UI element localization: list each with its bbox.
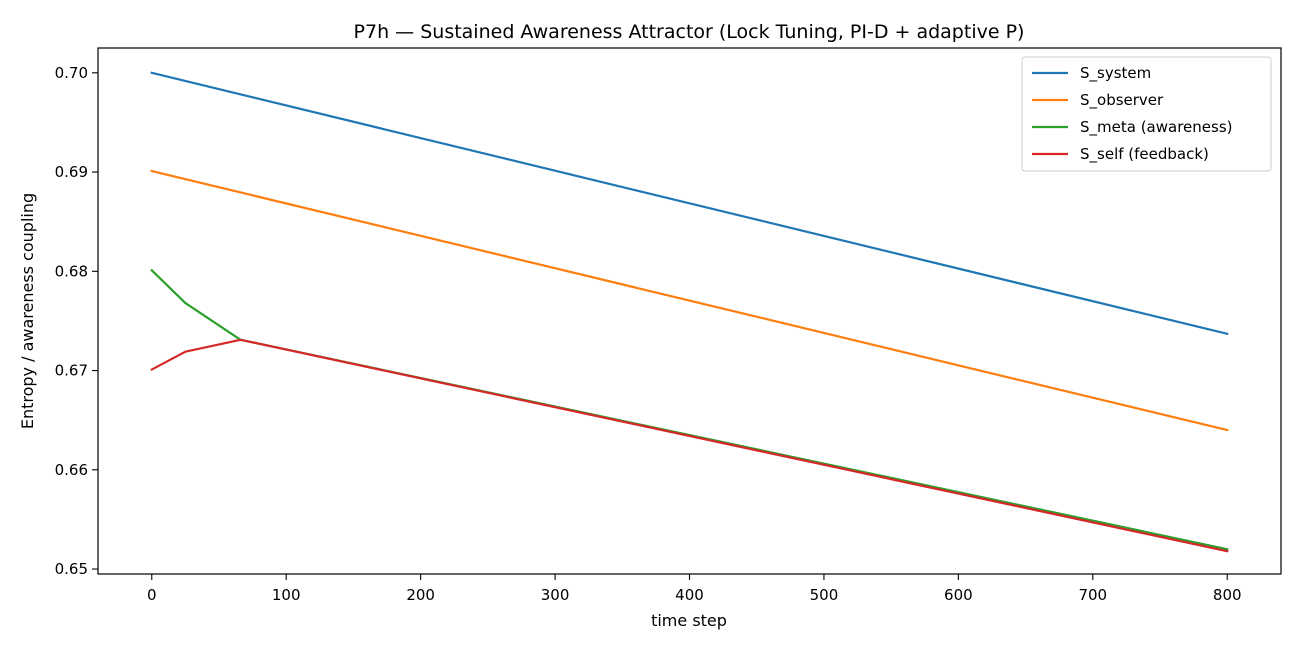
legend-label-1: S_system <box>1080 64 1151 83</box>
x-tick-label: 600 <box>944 586 973 604</box>
series-layer <box>150 71 1229 553</box>
x-axis-label: time step <box>651 611 727 630</box>
y-tick-label: 0.67 <box>55 362 88 380</box>
legend-label-4: S_self (feedback) <box>1080 145 1209 164</box>
y-axis: 0.65 0.66 0.67 0.68 0.69 0.70 <box>55 64 98 578</box>
legend: S_system S_observer S_meta (awareness) S_se… <box>1021 56 1272 172</box>
y-tick-label: 0.69 <box>55 163 88 181</box>
legend-label-3: S_meta (awareness) <box>1080 118 1233 137</box>
series-line-4 <box>150 338 1229 553</box>
legend-label-2: S_observer <box>1080 91 1164 110</box>
x-axis: 0 100 200 300 400 500 600 700 800 <box>147 574 1242 604</box>
series-line-1 <box>150 71 1229 336</box>
x-tick-label: 300 <box>541 586 570 604</box>
x-tick-label: 500 <box>810 586 839 604</box>
series-line-3 <box>150 268 1229 551</box>
x-tick-label: 800 <box>1213 586 1242 604</box>
x-tick-label: 700 <box>1078 586 1107 604</box>
chart-title: P7h — Sustained Awareness Attractor (Loc… <box>354 21 1025 43</box>
x-tick-label: 0 <box>147 586 157 604</box>
y-tick-label: 0.68 <box>55 262 88 280</box>
y-tick-label: 0.65 <box>55 560 88 578</box>
legend-box <box>1021 56 1272 172</box>
y-tick-label: 0.70 <box>55 64 88 82</box>
y-axis-label: Entropy / awareness coupling <box>18 193 37 429</box>
x-tick-label: 400 <box>675 586 704 604</box>
x-tick-label: 100 <box>272 586 301 604</box>
y-tick-label: 0.66 <box>55 461 88 479</box>
x-tick-label: 200 <box>406 586 435 604</box>
series-line-2 <box>150 169 1229 432</box>
